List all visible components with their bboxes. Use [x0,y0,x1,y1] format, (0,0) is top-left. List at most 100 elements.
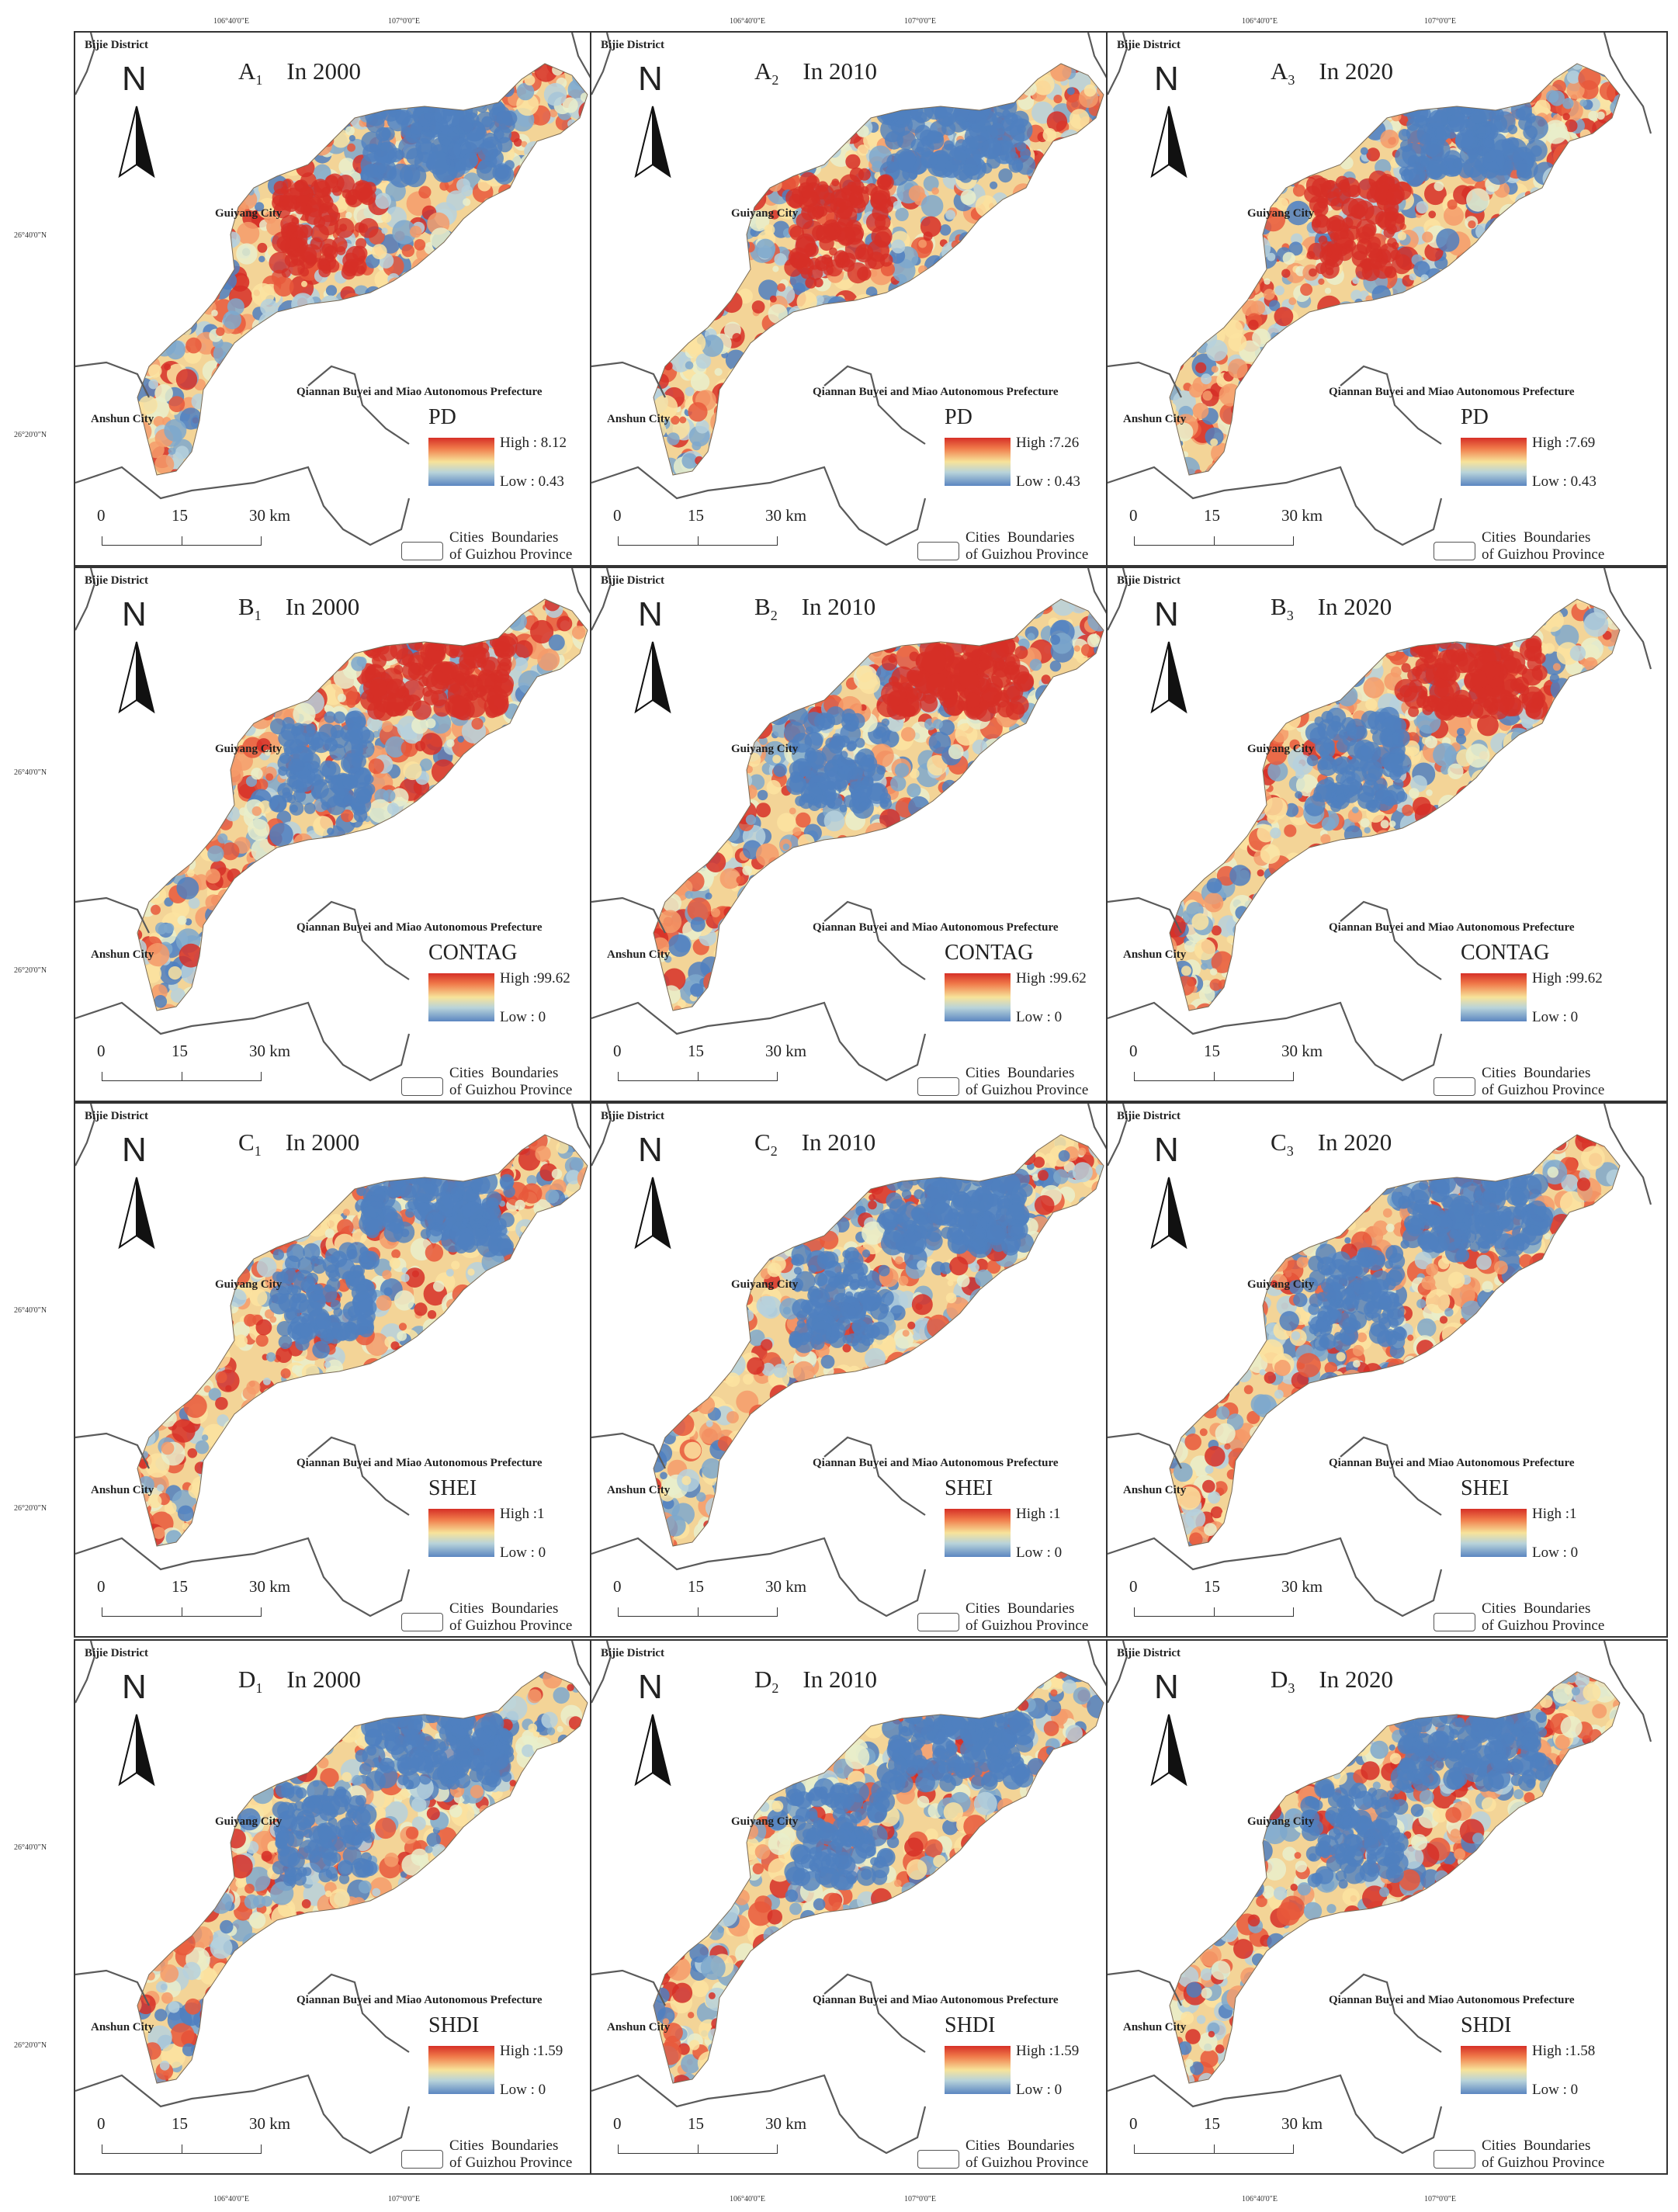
guiyang-city-label: Guiyang City [1247,1815,1314,1829]
boundary-swatch [1434,1077,1475,1096]
legend-low-value: Low : 0 [1532,2082,1578,2099]
panel-year: In 2020 [1318,593,1392,620]
north-letter: N [1154,595,1179,634]
city-boundary-line [1603,568,1652,670]
north-arrow-icon [1150,1714,1187,1787]
panel-letter: A [1271,57,1288,85]
scale-bar-line [618,1071,778,1081]
city-boundary-line [75,568,96,631]
scale-tick [777,2144,778,2154]
scale-bar: 0 15 30 km [1118,2114,1323,2169]
boundary-swatch [917,1613,959,1631]
map-canvas [75,568,620,1082]
map-panel-b2: Bijie District B2 In 2010 N Guiyang City… [590,567,1152,1102]
color-ramp [945,438,1011,486]
bijie-district-label: Bijie District [1117,1110,1180,1123]
scale-tick [1293,1072,1294,1081]
scale-bar: 0 15 30 km [602,1042,806,1096]
bottom-lon-label-4: 107°0'0"E [904,2195,936,2203]
panel-year: In 2000 [286,57,361,85]
boundary-legend-text: Cities Boundaries of Guizhou Province [449,1065,572,1099]
boundary-swatch [1434,2150,1475,2169]
index-legend: CONTAG High :99.62 Low : 0 [428,941,630,1034]
map-canvas [1108,1104,1652,1617]
map-panel-d2: Bijie District D2 In 2010 N Guiyang City… [590,1639,1152,2175]
city-boundary-line [591,1969,666,2006]
scale-0: 0 [1129,1577,1138,1597]
scale-bar: 0 15 30 km [1118,1042,1323,1096]
legend-low-value: Low : 0 [500,2082,546,2099]
color-ramp [428,2046,494,2094]
north-arrow: N [1142,1668,1205,1808]
guiyang-city-label: Guiyang City [731,1815,798,1829]
scale-30: 30 km [765,1042,806,1061]
qiannan-label: Qiannan Buyei and Miao Autonomous Prefec… [813,1457,1059,1470]
legend-high-value: High :7.26 [1016,435,1079,452]
panel-subscript: 2 [771,72,778,88]
legend-low-value: Low : 0 [1016,1545,1062,1562]
boundary-legend-text: Cities Boundaries of Guizhou Province [449,1600,572,1635]
legend-high-value: High :99.62 [500,970,570,987]
scale-bar: 0 15 30 km [1118,1577,1323,1631]
north-arrow-icon [118,106,155,179]
city-boundary-line [591,896,666,934]
lat-label-d-1: 26°40'0"N [14,1843,47,1852]
scale-bar: 0 15 30 km [86,1577,290,1631]
north-letter: N [122,1668,147,1707]
scale-bar: 0 15 30 km [602,1577,806,1631]
legend-high-value: High :1.59 [1016,2043,1079,2060]
color-ramp [428,1509,494,1557]
city-boundary-line [1340,365,1442,445]
map-canvas [1108,33,1652,546]
north-arrow: N [626,595,688,735]
panel-subscript: 2 [771,1143,778,1159]
scale-0: 0 [97,1042,106,1061]
north-letter: N [1154,60,1179,99]
scale-tick [698,536,699,546]
color-ramp [1461,2046,1527,2094]
city-boundary-line [591,1537,927,1617]
city-boundary-line [75,1641,96,1704]
city-boundary-line [75,1104,96,1167]
panel-title: C3 In 2020 [1271,1129,1392,1160]
scale-tick [698,1607,699,1617]
city-boundary-line [75,1537,411,1617]
qiannan-label: Qiannan Buyei and Miao Autonomous Prefec… [296,1457,543,1470]
scale-tick [1214,536,1215,546]
north-arrow: N [1142,1131,1205,1271]
north-arrow: N [626,60,688,199]
qiannan-label: Qiannan Buyei and Miao Autonomous Prefec… [296,921,543,934]
index-name: SHDI [945,2013,995,2038]
scale-bar: 0 15 30 km [602,506,806,560]
scale-tick [698,1072,699,1081]
index-legend: PD High : 8.12 Low : 0.43 [428,405,630,498]
north-letter: N [638,1668,663,1707]
scale-bar-line [618,1607,778,1617]
qiannan-label: Qiannan Buyei and Miao Autonomous Prefec… [1329,1994,1575,2007]
scale-0: 0 [97,2114,106,2134]
scale-0: 0 [613,1042,622,1061]
scale-0: 0 [97,506,106,525]
city-boundary-line [75,466,411,546]
color-ramp [945,973,1011,1021]
boundary-legend-text: Cities Boundaries of Guizhou Province [966,1065,1088,1099]
scale-15: 15 [172,2114,188,2134]
scale-tick [777,1607,778,1617]
city-boundary-line [75,33,96,95]
guiyang-city-label: Guiyang City [1247,1278,1314,1291]
boundary-legend-text: Cities Boundaries of Guizhou Province [1482,529,1604,563]
panel-year: In 2000 [286,593,360,620]
top-lon-label-4: 107°0'0"E [904,17,936,26]
city-boundary-line [1603,1641,1652,1742]
north-arrow-icon [1150,641,1187,714]
color-ramp [1461,438,1527,486]
index-name: SHEI [428,1476,477,1501]
legend-low-value: Low : 0 [500,1545,546,1562]
scale-bar-line [618,2144,778,2154]
scale-bar-line [1134,536,1294,546]
map-canvas [75,1104,620,1617]
city-boundary-line [591,1432,666,1469]
boundary-legend: Cities Boundaries of Guizhou Province [1434,1600,1635,1636]
panel-subscript: 3 [1287,608,1294,623]
